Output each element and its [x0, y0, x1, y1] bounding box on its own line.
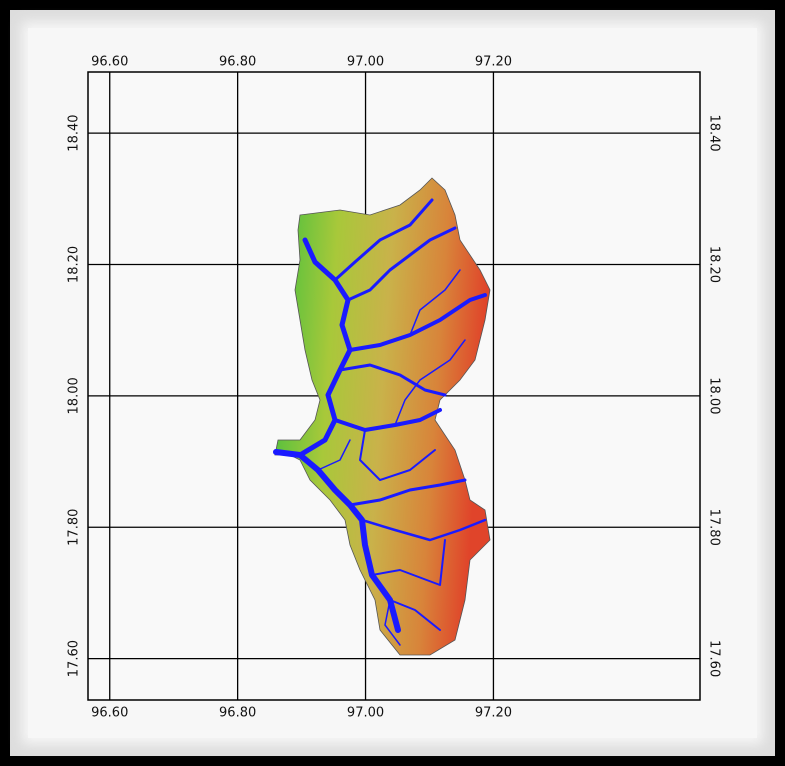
- y-tick-label-left: 17.80: [67, 509, 82, 546]
- y-tick-label-right: 18.00: [707, 377, 722, 414]
- y-tick-label-right: 17.80: [707, 509, 722, 546]
- y-tick-label-right: 18.20: [707, 246, 722, 283]
- map-figure: 96.60 96.60 96.80 96.80 97.00 97.00 97.20 97.20…: [0, 0, 785, 766]
- x-tick-label-bottom: 97.20: [475, 706, 512, 721]
- y-tick-label-left: 17.60: [67, 640, 82, 677]
- x-tick-label-bottom: 96.80: [219, 706, 256, 721]
- x-tick-label-top: 96.80: [219, 55, 256, 70]
- x-tick-label-top: 97.00: [347, 55, 384, 70]
- x-tick-label-top: 96.60: [91, 55, 128, 70]
- y-tick-label-right: 18.40: [707, 114, 722, 151]
- x-tick-label-bottom: 96.60: [91, 706, 128, 721]
- y-tick-label-left: 18.00: [67, 377, 82, 414]
- y-tick-label-left: 18.40: [67, 114, 82, 151]
- x-tick-label-top: 97.20: [475, 55, 512, 70]
- y-tick-label-left: 18.20: [67, 246, 82, 283]
- y-tick-label-right: 17.60: [707, 640, 722, 677]
- x-tick-label-bottom: 97.00: [347, 706, 384, 721]
